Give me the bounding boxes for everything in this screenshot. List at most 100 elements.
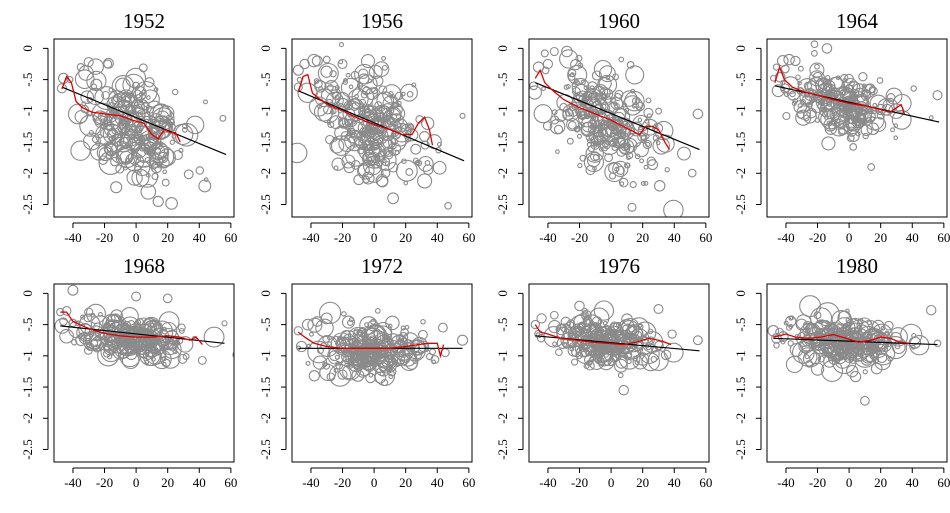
bubble-point (98, 155, 108, 165)
bubble-point (319, 363, 337, 382)
x-tick-label: 60 (462, 475, 475, 490)
y-tick-label: -1.5 (733, 132, 748, 153)
bubble-point (566, 319, 576, 328)
bubble-point (891, 109, 912, 130)
bubble-point (653, 303, 664, 315)
bubble-point (410, 339, 427, 356)
bubble-point (135, 165, 159, 188)
bubble-point (389, 361, 395, 367)
x-tick-label: 20 (636, 230, 649, 245)
bubble-point (797, 80, 802, 86)
x-tick-label: 0 (608, 475, 615, 490)
bubble-point (392, 337, 416, 361)
bubble-point (146, 95, 151, 100)
bubble-point (363, 349, 377, 364)
bubble-point (134, 319, 142, 326)
bubble-point (871, 117, 887, 132)
bubble-point (181, 126, 188, 133)
bubble-point (816, 89, 832, 105)
bubble-point (106, 123, 115, 132)
bubble-point (76, 62, 85, 72)
bubble-point (549, 310, 559, 320)
bubble-point (131, 291, 142, 302)
x-tick-label: 60 (937, 230, 950, 245)
bubble-point (86, 70, 107, 92)
regression-line (60, 325, 225, 344)
bubble-point (887, 356, 893, 362)
bubble-point (297, 82, 318, 103)
bubble-point (152, 195, 164, 208)
bubble-point (604, 330, 613, 338)
bubble-point (341, 315, 356, 329)
bubble-point (98, 151, 123, 175)
bubble-point (664, 167, 670, 173)
bubble-point (608, 338, 626, 356)
bubble-point (848, 355, 858, 364)
bubble-point (831, 107, 839, 115)
bubble-point (860, 124, 873, 137)
bubble-point (849, 91, 868, 110)
bubble-point (172, 149, 183, 161)
bubble-point (611, 118, 620, 128)
bubble-point (385, 315, 400, 331)
bubble-point (663, 342, 684, 363)
bubble-point (412, 357, 419, 364)
bubble-point (74, 110, 88, 124)
bubble-point (585, 328, 591, 334)
bubble-point (614, 102, 620, 109)
bubble-point (910, 85, 917, 92)
bubble-point (540, 49, 549, 58)
bubble-point (327, 84, 334, 91)
bubble-point (625, 65, 645, 85)
bubble-point (374, 351, 380, 357)
x-tick-label: -20 (571, 230, 588, 245)
x-tick-label: -40 (302, 230, 319, 245)
bubble-point (80, 314, 86, 320)
smooth-curve (773, 333, 910, 344)
bubble-point (623, 162, 631, 169)
bubble-point (358, 326, 367, 335)
bubble-point (830, 76, 843, 90)
bubble-point (767, 324, 780, 337)
bubble-point (182, 353, 190, 360)
bubble-point (846, 126, 857, 137)
x-tick-label: 20 (874, 230, 887, 245)
bubble-point (357, 68, 369, 80)
bubble-point (622, 137, 638, 153)
bubble-point (348, 84, 354, 90)
bubble-point (100, 118, 106, 124)
bubble-point (593, 142, 598, 148)
bubble-point (844, 84, 855, 94)
bubble-point (561, 45, 573, 58)
y-tick-label: -1.5 (258, 132, 273, 153)
bubble-point (381, 56, 387, 61)
bubble-point (82, 331, 103, 351)
bubble-point (107, 121, 112, 127)
bubble-point (362, 356, 378, 371)
x-tick-label: 20 (874, 475, 887, 490)
bubble-point (388, 91, 394, 97)
bubble-point (593, 300, 615, 321)
y-tick-label: -1 (20, 105, 35, 116)
bubble-point (556, 326, 571, 341)
bubble-point (566, 337, 577, 348)
y-tick-label: -.5 (20, 318, 35, 332)
bubble-point (329, 70, 337, 78)
bubble-point (598, 65, 616, 83)
bubble-point (633, 141, 649, 158)
bubble-point (583, 151, 605, 173)
x-tick-label: -40 (777, 230, 794, 245)
bubble-point (641, 118, 659, 136)
bubble-point (632, 355, 638, 362)
bubble-point (95, 140, 100, 146)
bubble-point (368, 372, 374, 378)
bubble-point (634, 360, 640, 365)
bubble-point (373, 325, 393, 345)
bubble-point (809, 62, 825, 78)
bubble-point (588, 353, 605, 370)
bubble-point (126, 93, 132, 98)
bubble-point (928, 115, 934, 121)
bubble-point (331, 157, 345, 171)
bubble-point (580, 79, 586, 85)
bubble-point (846, 134, 855, 143)
